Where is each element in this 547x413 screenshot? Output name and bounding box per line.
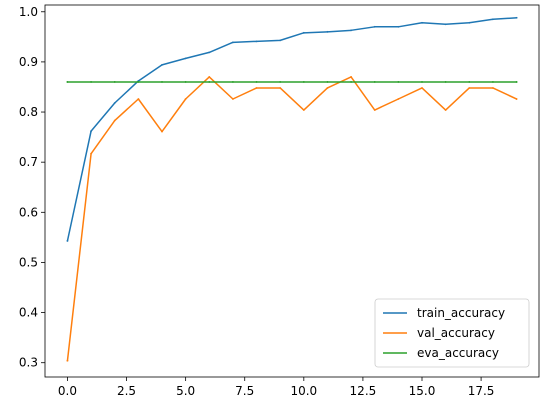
data-point-train-accuracy — [421, 21, 423, 24]
series-line-val-accuracy — [66, 76, 518, 362]
data-point-val-accuracy — [255, 87, 258, 89]
legend-label-val-accuracy: val_accuracy — [417, 326, 495, 340]
data-point-val-accuracy — [373, 109, 376, 111]
y-tick-label: 0.4 — [19, 306, 38, 320]
data-point-eva-accuracy — [444, 81, 447, 83]
series-layer — [66, 16, 518, 362]
data-point-val-accuracy — [444, 109, 447, 111]
y-tick-label: 0.5 — [19, 255, 38, 269]
data-point-train-accuracy — [255, 40, 258, 43]
data-point-train-accuracy — [468, 21, 471, 24]
x-tick-label: 2.5 — [117, 384, 136, 398]
data-point-train-accuracy — [492, 18, 494, 21]
data-point-eva-accuracy — [421, 81, 423, 83]
data-point-val-accuracy — [350, 76, 352, 78]
x-tick-label: 12.5 — [350, 384, 377, 398]
data-point-val-accuracy — [113, 119, 116, 122]
data-point-train-accuracy — [66, 239, 69, 242]
data-point-val-accuracy — [232, 98, 234, 100]
data-point-eva-accuracy — [326, 81, 329, 83]
data-point-train-accuracy — [397, 25, 400, 28]
data-point-val-accuracy — [184, 98, 187, 100]
data-point-train-accuracy — [350, 29, 352, 32]
data-point-val-accuracy — [208, 76, 211, 78]
data-point-val-accuracy — [468, 87, 471, 89]
data-point-eva-accuracy — [302, 81, 305, 83]
data-point-eva-accuracy — [255, 81, 258, 83]
data-point-val-accuracy — [161, 130, 163, 133]
data-point-train-accuracy — [232, 41, 234, 44]
data-point-train-accuracy — [373, 25, 376, 28]
data-point-val-accuracy — [515, 98, 518, 100]
data-point-train-accuracy — [113, 102, 116, 104]
data-point-train-accuracy — [90, 130, 92, 132]
data-point-eva-accuracy — [184, 81, 187, 83]
x-tick-label: 15.0 — [409, 384, 436, 398]
y-tick-label: 0.3 — [19, 356, 38, 370]
data-point-val-accuracy — [137, 98, 140, 100]
x-tick-label: 5.0 — [176, 384, 195, 398]
x-tick-label: 10.0 — [290, 384, 317, 398]
data-point-val-accuracy — [421, 87, 423, 89]
legend-box — [374, 298, 530, 368]
data-point-val-accuracy — [90, 152, 92, 155]
data-point-eva-accuracy — [397, 81, 400, 83]
data-point-val-accuracy — [66, 359, 69, 362]
x-tick-label: 17.5 — [468, 384, 495, 398]
data-point-eva-accuracy — [137, 81, 140, 83]
data-point-eva-accuracy — [373, 81, 376, 83]
data-point-train-accuracy — [279, 39, 282, 42]
data-point-eva-accuracy — [66, 81, 69, 83]
data-point-train-accuracy — [184, 57, 187, 60]
data-point-val-accuracy — [492, 87, 494, 89]
data-point-eva-accuracy — [468, 81, 471, 83]
y-tick-label: 0.8 — [19, 105, 38, 119]
axes-layer: 0.0 2.5 5.0 7.5 10.0 12.5 15.0 17.5 0.3 0.4 0.5 0.6… — [19, 4, 540, 398]
x-tick-label: 7.5 — [235, 384, 254, 398]
data-point-train-accuracy — [515, 16, 518, 19]
data-point-eva-accuracy — [492, 81, 494, 83]
data-point-eva-accuracy — [208, 81, 211, 83]
data-point-eva-accuracy — [113, 81, 116, 83]
data-point-eva-accuracy — [279, 81, 282, 83]
axes-frame — [44, 4, 540, 378]
data-point-val-accuracy — [397, 98, 400, 100]
x-tick-label: 0.0 — [58, 384, 77, 398]
series-line-train-accuracy — [66, 16, 518, 242]
data-point-val-accuracy — [279, 87, 282, 89]
data-point-train-accuracy — [161, 64, 163, 66]
y-tick-label: 0.6 — [19, 205, 38, 219]
legend-label-eva-accuracy: eva_accuracy — [417, 346, 499, 360]
y-tick-label: 0.7 — [19, 155, 38, 169]
y-tick-label: 1.0 — [19, 5, 38, 19]
y-tick-label: 0.9 — [19, 55, 38, 69]
data-point-train-accuracy — [302, 31, 305, 34]
data-point-train-accuracy — [208, 51, 211, 54]
data-point-train-accuracy — [444, 23, 447, 26]
data-point-eva-accuracy — [161, 81, 163, 83]
data-point-train-accuracy — [326, 30, 329, 33]
legend: train_accuracy val_accuracy eva_accuracy — [374, 298, 530, 368]
data-point-eva-accuracy — [90, 81, 92, 83]
legend-label-train-accuracy: train_accuracy — [417, 306, 505, 320]
data-point-eva-accuracy — [232, 81, 234, 83]
data-point-val-accuracy — [302, 109, 305, 111]
data-point-eva-accuracy — [350, 81, 352, 83]
data-point-eva-accuracy — [515, 81, 518, 83]
data-point-val-accuracy — [326, 87, 329, 89]
